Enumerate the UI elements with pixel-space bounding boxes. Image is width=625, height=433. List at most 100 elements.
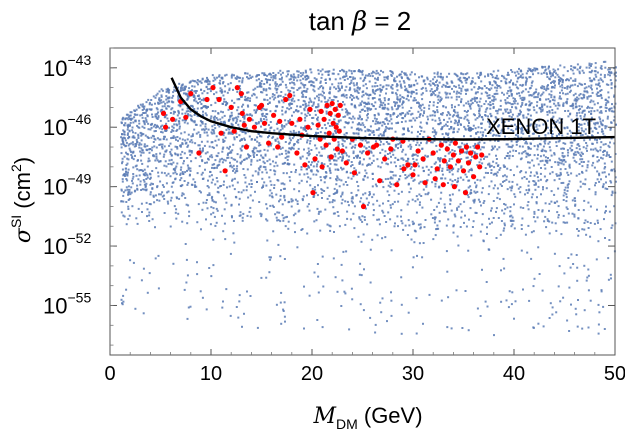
scan-point [609, 79, 612, 82]
scan-point [405, 87, 408, 90]
scan-point [324, 132, 327, 135]
scan-point [274, 139, 277, 142]
scan-point [179, 179, 182, 182]
scan-point [390, 86, 393, 89]
scan-point [329, 86, 332, 89]
scan-point [269, 97, 272, 100]
scan-point [509, 111, 512, 114]
scan-point [580, 155, 583, 158]
scan-point [540, 103, 543, 106]
scan-point [586, 97, 589, 100]
scan-point [500, 220, 503, 222]
scan-point [470, 189, 473, 192]
scan-point [596, 91, 599, 94]
scan-point [551, 81, 554, 83]
scan-point [197, 131, 200, 134]
scan-point [443, 124, 446, 127]
scan-point [473, 96, 476, 99]
scan-point [370, 150, 373, 153]
scan-point [160, 94, 163, 97]
scan-point [328, 167, 331, 170]
scan-point [276, 127, 279, 130]
scan-point [201, 113, 204, 116]
scan-point [528, 299, 531, 302]
scan-point [497, 139, 500, 142]
scan-point [449, 141, 452, 144]
scan-point [602, 143, 605, 146]
scan-point [283, 196, 286, 199]
scan-point [173, 123, 176, 126]
scan-point [491, 95, 494, 98]
scan-point [247, 91, 250, 94]
scan-point [399, 85, 402, 88]
scan-point [575, 133, 578, 136]
scan-point [345, 154, 348, 157]
scan-point [474, 142, 477, 145]
scan-point [139, 114, 142, 117]
scan-point [445, 81, 448, 84]
scan-point [162, 155, 165, 158]
scan-point [198, 190, 201, 193]
scan-point [162, 138, 165, 141]
scan-point [383, 99, 386, 102]
scan-point [495, 210, 497, 213]
scan-point [201, 92, 204, 95]
scan-point [355, 169, 357, 172]
scan-point [432, 82, 435, 85]
scan-point [526, 251, 529, 254]
scan-point [242, 116, 244, 118]
scan-point [532, 93, 535, 96]
scan-point [358, 87, 361, 90]
scan-point [201, 178, 204, 180]
scan-point [381, 297, 384, 300]
scan-point [474, 181, 476, 184]
scan-point [131, 177, 134, 180]
scan-point [577, 152, 580, 155]
scan-point [266, 160, 269, 163]
scan-point [345, 146, 348, 149]
scan-point [527, 208, 530, 211]
scan-point [570, 105, 573, 108]
scan-point [400, 121, 403, 123]
scan-point [387, 177, 390, 180]
scan-point [316, 319, 319, 321]
scan-point [249, 99, 251, 102]
scan-point [576, 99, 579, 102]
scan-point [533, 212, 536, 215]
scan-point [190, 115, 193, 118]
scan-point [548, 232, 551, 235]
scan-point [448, 117, 451, 120]
scan-point [443, 136, 446, 139]
scan-point [279, 129, 282, 131]
scan-point [127, 208, 130, 210]
scan-point [353, 167, 356, 170]
scan-point [211, 156, 214, 159]
scan-point [574, 97, 577, 100]
scan-point [312, 103, 315, 106]
scan-point [316, 169, 318, 172]
scan-point [439, 158, 442, 160]
scan-point [369, 129, 372, 132]
scan-point [610, 277, 612, 280]
scan-point [144, 111, 147, 114]
scan-point [293, 83, 296, 86]
scan-point [362, 84, 365, 87]
scan-point [524, 81, 527, 84]
scan-point [433, 129, 436, 132]
scan-point [578, 111, 581, 114]
scan-point [477, 142, 480, 145]
scan-point [290, 98, 293, 101]
scan-point [259, 149, 262, 152]
scan-point [419, 107, 422, 110]
scan-point [418, 115, 421, 118]
scan-point [389, 115, 392, 118]
scan-point [511, 144, 514, 147]
scan-point [474, 92, 477, 95]
scan-point [497, 217, 500, 219]
scan-point [140, 169, 143, 172]
scan-point [416, 154, 419, 157]
scan-point [446, 86, 449, 88]
scan-point [588, 188, 591, 191]
scan-point [337, 120, 340, 123]
scan-point [336, 168, 339, 171]
